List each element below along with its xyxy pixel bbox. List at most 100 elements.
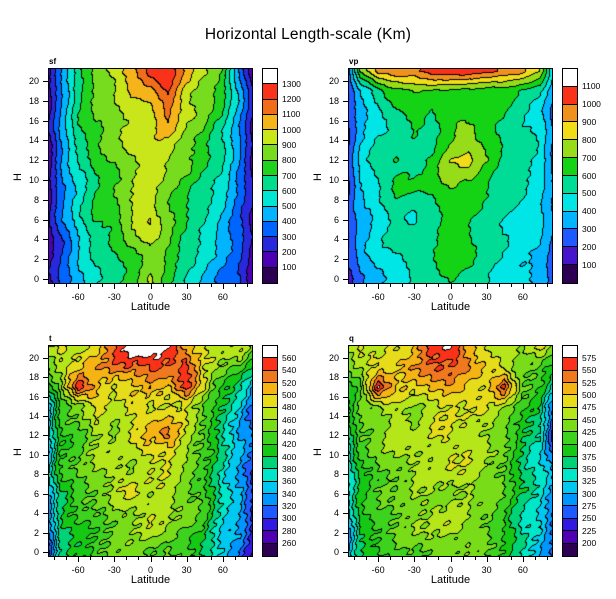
y-tick-mark bbox=[343, 435, 348, 437]
y-tick-label: 20 bbox=[28, 352, 39, 363]
x-tick-mark bbox=[198, 284, 200, 287]
colorbar-tick-label: 500 bbox=[282, 389, 297, 400]
panel-vp: vp H Latitude -60 -30 0 30 60 0 2 4 6 8 10 12 14 16 18… bbox=[312, 57, 601, 313]
t-panel-label: t bbox=[49, 334, 52, 343]
x-tick-mark bbox=[546, 557, 548, 560]
colorbar-cell bbox=[263, 395, 277, 408]
x-tick-mark bbox=[162, 284, 164, 287]
colorbar-cell bbox=[263, 506, 277, 519]
y-tick-label: 8 bbox=[333, 469, 339, 480]
colorbar-tick-label: 1200 bbox=[282, 94, 301, 105]
colorbar-cell bbox=[263, 252, 277, 268]
y-tick-mark bbox=[343, 140, 348, 142]
x-tick-mark bbox=[474, 284, 476, 287]
colorbar-cell bbox=[263, 370, 277, 384]
x-tick-mark bbox=[90, 557, 92, 560]
colorbar-cell bbox=[263, 531, 277, 544]
x-tick-mark bbox=[78, 284, 80, 289]
colorbar-tick-label: 900 bbox=[282, 139, 297, 150]
t-colorbar bbox=[262, 345, 278, 557]
y-tick-label: 16 bbox=[28, 115, 39, 126]
x-tick-label: 0 bbox=[447, 565, 453, 575]
y-tick-mark bbox=[43, 532, 48, 534]
colorbar-tick-label: 225 bbox=[582, 525, 597, 536]
colorbar-cell bbox=[263, 145, 277, 161]
x-tick-mark bbox=[150, 284, 152, 289]
y-tick-label: 2 bbox=[333, 527, 339, 538]
vp-colorbar bbox=[562, 68, 578, 284]
colorbar-tick-label: 200 bbox=[582, 241, 597, 252]
colorbar-cell bbox=[563, 86, 577, 105]
y-tick-mark bbox=[43, 120, 48, 122]
y-tick-mark bbox=[43, 474, 48, 476]
y-tick-label: 4 bbox=[33, 508, 39, 519]
y-tick-label: 18 bbox=[328, 95, 339, 106]
x-tick-mark bbox=[102, 557, 104, 560]
y-tick-label: 0 bbox=[333, 547, 339, 558]
colorbar-tick-label: 800 bbox=[282, 155, 297, 166]
y-tick-mark bbox=[343, 259, 348, 261]
x-tick-mark bbox=[174, 557, 176, 560]
y-tick-mark bbox=[43, 80, 48, 82]
colorbar-tick-label: 450 bbox=[582, 414, 597, 425]
x-tick-mark bbox=[186, 557, 188, 562]
y-tick-mark bbox=[43, 279, 48, 281]
colorbar-tick-label: 460 bbox=[282, 414, 297, 425]
y-tick-label: 4 bbox=[33, 234, 39, 245]
x-tick-label: 0 bbox=[147, 565, 153, 575]
y-tick-mark bbox=[343, 474, 348, 476]
x-tick-label: 30 bbox=[481, 292, 492, 302]
y-tick-mark bbox=[43, 552, 48, 554]
q-x-axis-label: Latitude bbox=[430, 574, 471, 586]
vp-panel-label: vp bbox=[349, 57, 359, 66]
colorbar-tick-label: 275 bbox=[582, 501, 597, 512]
x-tick-mark bbox=[174, 284, 176, 287]
x-tick-label: 60 bbox=[517, 292, 528, 302]
colorbar-tick-label: 100 bbox=[282, 262, 297, 273]
colorbar-cell bbox=[563, 494, 577, 507]
x-tick-label: -30 bbox=[107, 292, 121, 302]
colorbar-tick-label: 400 bbox=[582, 439, 597, 450]
colorbar-cell bbox=[263, 221, 277, 238]
colorbar-tick-label: 700 bbox=[282, 170, 297, 181]
sf-x-axis-label: Latitude bbox=[130, 301, 171, 313]
colorbar-tick-label: 500 bbox=[582, 389, 597, 400]
y-tick-label: 18 bbox=[28, 372, 39, 383]
colorbar-cell bbox=[263, 346, 277, 359]
y-tick-label: 20 bbox=[28, 75, 39, 86]
y-tick-mark bbox=[43, 179, 48, 181]
colorbar-tick-label: 575 bbox=[582, 352, 597, 363]
colorbar-cell bbox=[263, 494, 277, 507]
colorbar-tick-label: 380 bbox=[282, 464, 297, 475]
x-tick-mark bbox=[486, 557, 488, 562]
x-tick-mark bbox=[402, 284, 404, 287]
y-tick-label: 10 bbox=[328, 174, 339, 185]
y-tick-mark bbox=[43, 160, 48, 162]
sf-contour-plot bbox=[48, 68, 253, 284]
colorbar-tick-label: 500 bbox=[282, 201, 297, 212]
y-tick-mark bbox=[43, 357, 48, 359]
colorbar-cell bbox=[263, 69, 277, 85]
y-tick-mark bbox=[343, 120, 348, 122]
x-tick-label: 60 bbox=[217, 292, 228, 302]
y-tick-label: 16 bbox=[28, 391, 39, 402]
panel-sf: sf H Latitude -60 -30 0 30 60 0 2 4 6 8 10 12 14 16 18… bbox=[12, 57, 301, 313]
x-tick-mark bbox=[198, 557, 200, 560]
x-tick-mark bbox=[522, 557, 524, 562]
colorbar-tick-label: 340 bbox=[282, 488, 297, 499]
x-tick-mark bbox=[210, 557, 212, 560]
x-tick-mark bbox=[234, 557, 236, 560]
y-tick-mark bbox=[43, 239, 48, 241]
x-tick-mark bbox=[210, 284, 212, 287]
colorbar-cell bbox=[563, 358, 577, 371]
q-panel-label: q bbox=[349, 334, 354, 343]
y-tick-label: 16 bbox=[328, 391, 339, 402]
colorbar-tick-label: 400 bbox=[282, 216, 297, 227]
y-tick-label: 0 bbox=[333, 274, 339, 285]
colorbar-cell bbox=[563, 531, 577, 544]
x-tick-mark bbox=[102, 284, 104, 287]
colorbar-tick-label: 420 bbox=[282, 439, 297, 450]
y-tick-label: 14 bbox=[328, 135, 339, 146]
x-tick-mark bbox=[54, 557, 56, 560]
y-tick-mark bbox=[343, 199, 348, 201]
